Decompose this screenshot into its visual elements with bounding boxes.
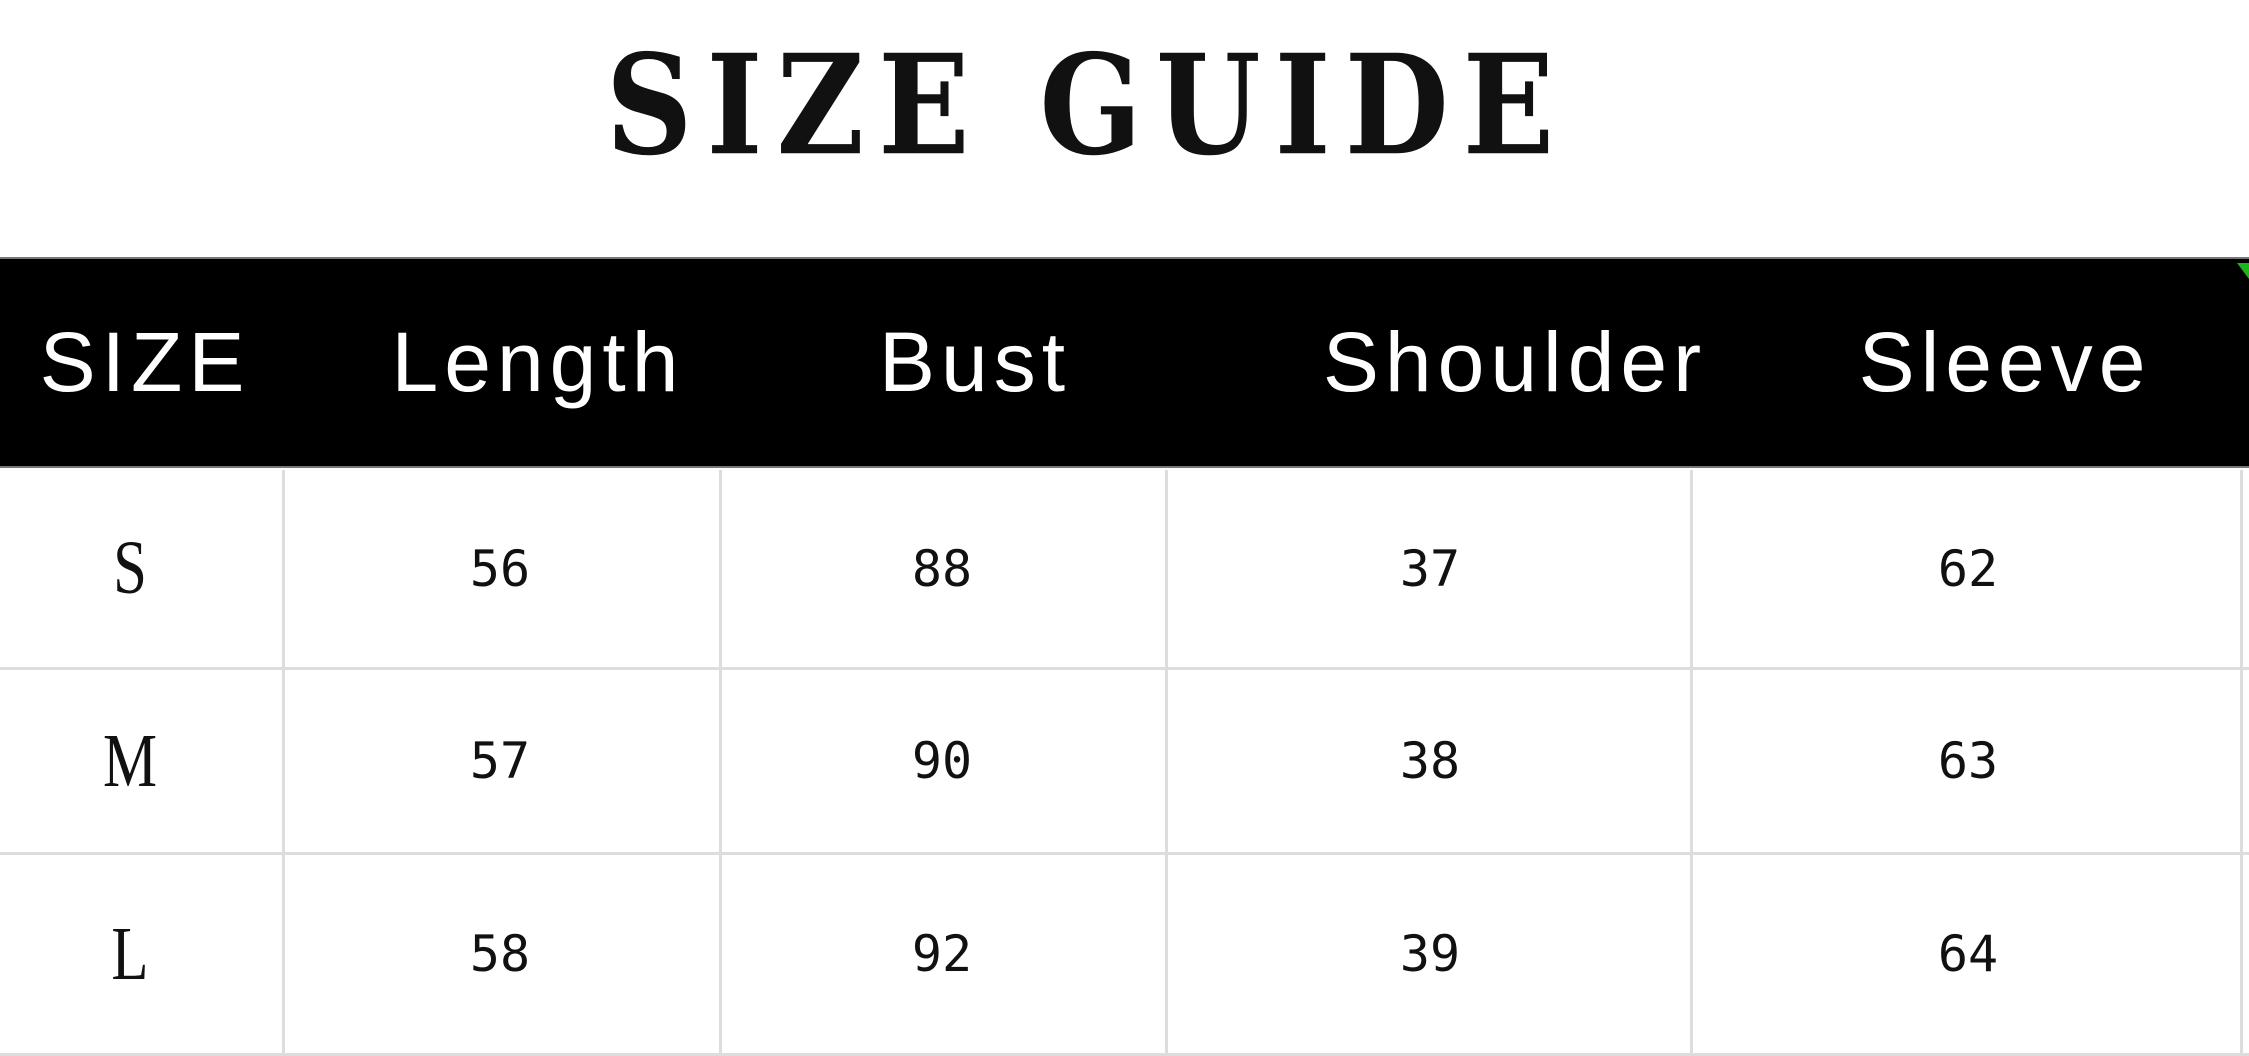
column-divider <box>1165 470 1168 1056</box>
shoulder-cell: 37 <box>1399 539 1461 598</box>
size-guide-title: SIZE GUIDE <box>605 23 1569 187</box>
bust-cell: 88 <box>911 539 973 598</box>
size-cell: S <box>113 526 147 610</box>
table-row: M 57 90 38 63 <box>0 670 2249 855</box>
column-divider <box>719 470 722 1056</box>
bust-cell: 90 <box>911 732 973 790</box>
table-row: L 58 92 39 64 <box>0 855 2249 1056</box>
column-divider <box>1690 470 1693 1056</box>
header-shoulder: Shoulder <box>1322 315 1708 409</box>
corner-mark <box>2237 263 2249 279</box>
size-cell: L <box>111 911 149 996</box>
length-cell: 56 <box>469 539 531 598</box>
size-cell: M <box>102 718 158 803</box>
length-cell: 58 <box>469 925 531 983</box>
header-length: Length <box>391 315 685 409</box>
shoulder-cell: 39 <box>1399 925 1461 983</box>
table-header: SIZE Length Bust Shoulder Sleeve <box>0 257 2249 468</box>
shoulder-cell: 38 <box>1399 732 1461 790</box>
bust-cell: 92 <box>911 925 973 983</box>
sleeve-cell: 63 <box>1937 732 1999 790</box>
table-row: S 56 88 37 62 <box>0 470 2249 670</box>
length-cell: 57 <box>469 732 531 790</box>
header-bust: Bust <box>878 315 1072 409</box>
header-sleeve: Sleeve <box>1858 315 2152 409</box>
sleeve-cell: 62 <box>1937 539 1999 598</box>
column-divider <box>2240 470 2243 1056</box>
header-size: SIZE <box>39 315 251 409</box>
column-divider <box>282 470 285 1056</box>
sleeve-cell: 64 <box>1937 925 1999 983</box>
